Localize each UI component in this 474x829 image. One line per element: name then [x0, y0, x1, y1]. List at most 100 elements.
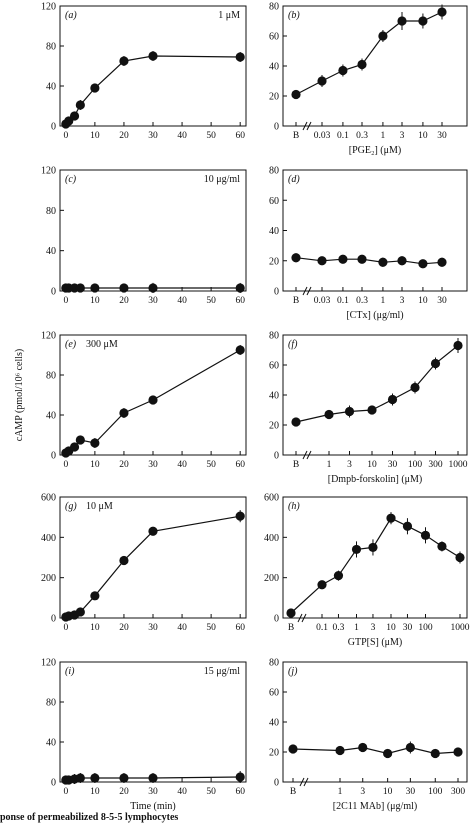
data-point	[148, 283, 158, 293]
x-tick-label: 10	[90, 460, 100, 470]
y-tick-label: 0	[274, 778, 279, 789]
y-tick-label: 0	[51, 778, 56, 789]
axis-break-mark	[303, 777, 309, 787]
y-tick-label: 40	[269, 62, 279, 73]
data-point	[344, 406, 355, 417]
data-point	[368, 542, 378, 553]
data-point	[430, 358, 441, 369]
axis-break-mark	[301, 613, 307, 623]
x-tick-label: 1	[327, 460, 332, 470]
data-point	[317, 580, 327, 590]
x-tick-label: 30	[406, 787, 416, 797]
baseline-tick-label: B	[288, 623, 294, 633]
plot-frame	[59, 496, 247, 619]
x-tick-label: 50	[206, 296, 216, 306]
data-point	[338, 254, 348, 264]
plot-frame	[59, 5, 247, 127]
chart-panel-f: 0 20 40 60 80 1 3 10 30 100 300 1000 B (f) [Dmpb-forsk…	[269, 331, 468, 486]
panel-label: (f)	[288, 339, 298, 350]
data-point	[437, 541, 447, 552]
x-tick-label: 30	[148, 623, 158, 633]
data-point	[430, 748, 440, 759]
x-tick-label: 60	[235, 296, 245, 306]
y-tick-label: 20	[269, 748, 279, 759]
x-tick-label: 0.3	[356, 131, 368, 141]
x-tick-label: 3	[400, 131, 405, 141]
data-point	[324, 409, 334, 420]
y-tick-label: 120	[41, 166, 56, 177]
plot-frame	[59, 334, 247, 456]
baseline-tick-label: B	[293, 460, 299, 470]
y-tick-label: 120	[41, 658, 56, 669]
data-point	[288, 744, 298, 754]
x-tick-label: 10	[90, 623, 100, 633]
data-point	[455, 552, 465, 563]
plot-frame	[59, 169, 247, 292]
chart-panel-g: 0 200 400 600 0 10 20 30 40 50 60 (g) 10 μM	[41, 493, 247, 633]
x-tick-label: 1	[354, 623, 359, 633]
plot-frame	[282, 5, 468, 127]
data-point	[75, 100, 85, 110]
y-tick-label: 40	[269, 391, 279, 402]
y-tick-label: 0	[274, 287, 279, 298]
data-point	[90, 591, 100, 601]
x-tick-label: 0.03	[314, 296, 331, 306]
x-tick-label: 40	[177, 131, 187, 141]
data-point	[351, 544, 362, 555]
y-tick-label: 200	[264, 573, 279, 584]
axis-break-mark	[302, 286, 308, 296]
x-tick-label: 10	[418, 131, 428, 141]
data-point	[437, 257, 447, 267]
y-axis-label: cAMP (pmol/10⁶ cells)	[14, 349, 25, 442]
x-tick-label: 30	[403, 623, 413, 633]
x-tick-label: 60	[235, 787, 245, 797]
x-tick-label: 300	[428, 460, 443, 470]
data-point	[235, 772, 245, 782]
x-tick-label: 30	[148, 787, 158, 797]
y-tick-label: 40	[46, 246, 56, 257]
x-tick-label: 10	[367, 460, 377, 470]
x-tick-label: 20	[119, 296, 129, 306]
y-tick-label: 0	[51, 451, 56, 462]
x-tick-label: 60	[235, 460, 245, 470]
plot-frame	[282, 496, 468, 619]
data-point	[90, 83, 100, 93]
x-tick-label: 20	[119, 787, 129, 797]
plot-frame	[59, 661, 247, 783]
data-point	[69, 442, 80, 452]
y-tick-label: 80	[269, 658, 279, 669]
data-point	[437, 7, 447, 17]
data-point	[119, 408, 129, 418]
x-tick-label: 0.03	[314, 131, 331, 141]
panel-annotation: 300 μM	[86, 339, 118, 350]
x-tick-label: 50	[206, 131, 216, 141]
axis-break-mark	[306, 121, 312, 131]
panel-annotation: 10 μg/ml	[204, 174, 240, 185]
y-tick-label: 0	[274, 614, 279, 625]
y-tick-label: 40	[46, 82, 56, 93]
y-tick-label: 200	[41, 573, 56, 584]
panel-annotation: 15 μg/ml	[204, 666, 240, 677]
panel-label: (j)	[288, 666, 298, 677]
axis-break-mark	[302, 121, 308, 131]
data-point	[291, 253, 301, 263]
data-point	[418, 259, 428, 269]
x-tick-label: 0	[63, 787, 68, 797]
chart-panel-b: 0 20 40 60 80 0.03 0.1 0.3 1 3 10 30 B (b) [PGE₂] (μM)	[269, 2, 468, 156]
data-point	[90, 438, 100, 448]
axis-break-mark	[302, 450, 308, 460]
data-point	[148, 526, 158, 536]
data-point	[387, 394, 398, 405]
x-tick-label: 0	[63, 460, 68, 470]
data-point	[119, 56, 129, 66]
data-point	[75, 607, 85, 617]
panel-annotation: 10 μM	[86, 501, 113, 512]
x-tick-label: 10	[383, 787, 393, 797]
panel-annotation: 1 μM	[218, 10, 240, 21]
panel-label: (h)	[288, 501, 300, 512]
x-tick-label: 40	[177, 460, 187, 470]
y-tick-label: 80	[269, 2, 279, 13]
data-point	[235, 52, 245, 62]
x-tick-label: 100	[408, 460, 423, 470]
plot-frame	[282, 169, 468, 292]
